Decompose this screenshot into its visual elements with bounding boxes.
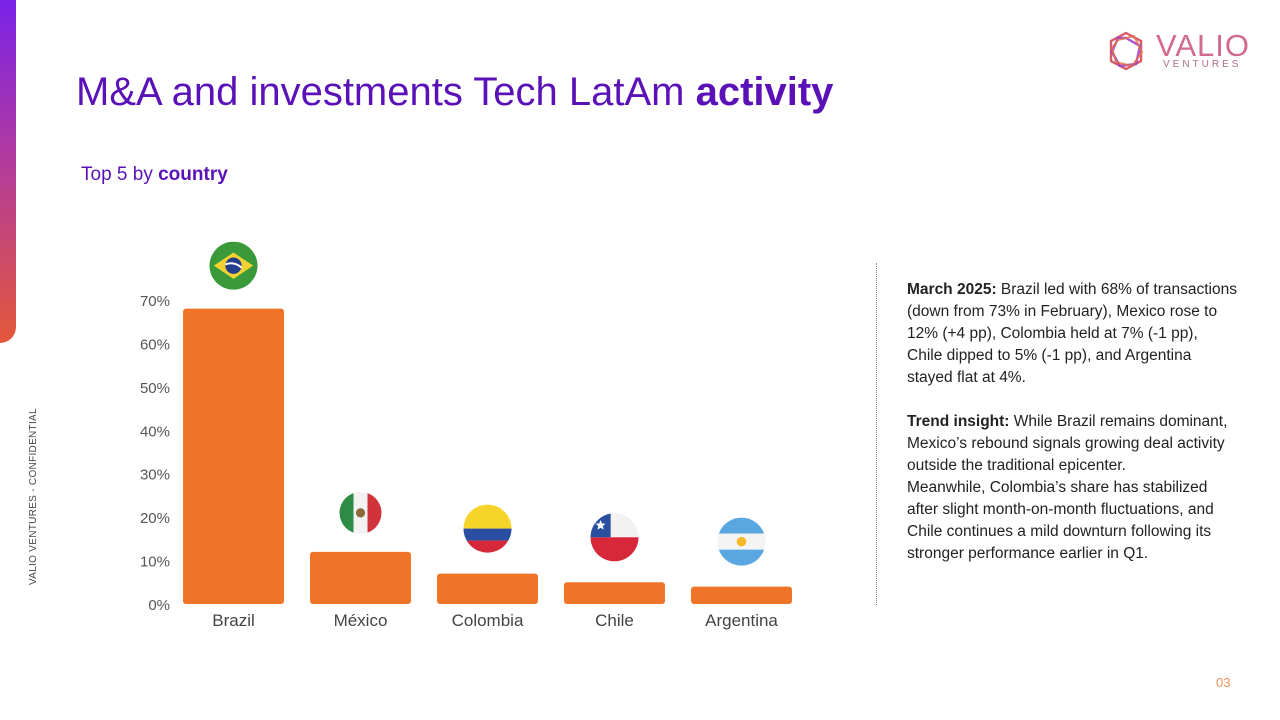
page-number: 03 (1216, 675, 1231, 690)
bar-mexico (310, 551, 411, 604)
march-label: March 2025: (907, 281, 997, 298)
divider (876, 263, 877, 605)
bars (183, 308, 792, 604)
y-tick-label: 30% (140, 467, 170, 484)
bar-brazil (183, 308, 284, 604)
trend-text: While Brazil remains dominant, Mexico’s … (907, 413, 1228, 474)
bar-chile (564, 582, 665, 604)
flags (209, 241, 766, 566)
y-tick-label: 50% (140, 380, 170, 397)
x-tick-label: Brazil (212, 611, 255, 630)
march-paragraph: March 2025: Brazil led with 68% of trans… (907, 279, 1237, 389)
y-tick-label: 0% (148, 597, 170, 614)
insight-panel: March 2025: Brazil led with 68% of trans… (907, 279, 1237, 565)
title-regular: M&A and investments Tech LatAm (76, 70, 696, 114)
bar-colombia (437, 573, 538, 604)
argentina-flag-icon (717, 517, 766, 566)
colombia-flag-icon (463, 504, 512, 553)
x-tick-label: México (334, 611, 388, 630)
logo-name: VALIO (1156, 28, 1251, 63)
march-text: Brazil led with 68% of transactions (dow… (907, 281, 1237, 386)
logo-subtitle: VENTURES (1163, 59, 1242, 70)
y-tick-label: 40% (140, 423, 170, 440)
x-tick-label: Chile (595, 611, 634, 630)
y-tick-label: 20% (140, 510, 170, 527)
accent-gradient-bar (0, 0, 16, 343)
trend-paragraph: Trend insight: While Brazil remains domi… (907, 411, 1237, 477)
trend-paragraph-2: Meanwhile, Colombia’s share has stabiliz… (907, 479, 1214, 562)
chart-subtitle: Top 5 by country (81, 164, 228, 186)
y-tick-label: 70% (140, 293, 170, 310)
bar-chart: 0% 10% 20% 30% 40% 50% 60% 70% Brazil México Colo… (140, 241, 792, 630)
bar-argentina (691, 586, 792, 604)
mexico-flag-icon (339, 491, 382, 534)
subtitle-regular: Top 5 by (81, 164, 159, 185)
hexagon-knot-logo-icon (1109, 31, 1144, 71)
y-tick-label: 60% (140, 336, 170, 353)
page-title: M&A and investments Tech LatAm activity (76, 70, 833, 115)
y-tick-label: 10% (140, 554, 170, 571)
y-axis: 0% 10% 20% 30% 40% 50% 60% 70% (140, 293, 170, 614)
title-bold: activity (695, 70, 834, 114)
x-tick-label: Argentina (705, 611, 778, 630)
x-axis: Brazil México Colombia Chile Argentina (212, 611, 778, 630)
chile-flag-icon (590, 513, 639, 562)
trend-label: Trend insight: (907, 413, 1010, 430)
x-tick-label: Colombia (452, 611, 524, 630)
subtitle-bold: country (158, 164, 228, 185)
brazil-flag-icon (209, 241, 258, 290)
